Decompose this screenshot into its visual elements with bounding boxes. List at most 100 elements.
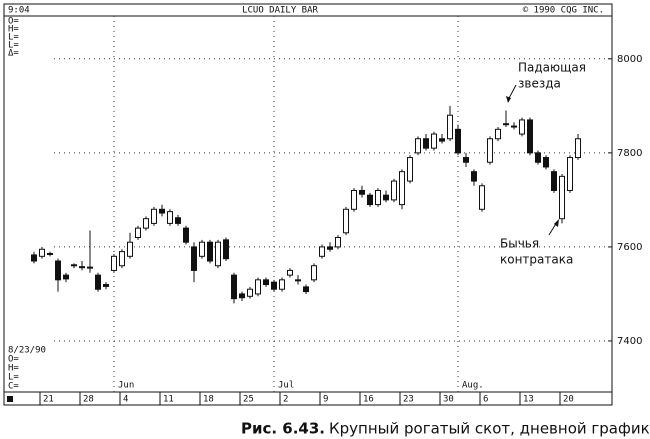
candle-body [351, 189, 357, 210]
candle-body [167, 211, 173, 224]
candle-body [151, 208, 157, 224]
candle-body [335, 237, 341, 248]
candle-body [455, 128, 461, 154]
candle-body [311, 265, 317, 281]
month-label: Jul [278, 381, 294, 391]
x-tick-label: 20 [563, 395, 574, 405]
x-tick-label: 23 [403, 395, 414, 405]
candle-body [143, 218, 149, 229]
candle-body [111, 255, 117, 271]
candle-body [159, 208, 165, 214]
candle-body [135, 227, 141, 239]
candle-body [39, 248, 45, 257]
candle-body [399, 171, 405, 206]
candle-body [287, 269, 293, 276]
annotation: контратака [500, 253, 573, 267]
candle-body [503, 123, 509, 126]
y-tick-label: 7600 [617, 242, 642, 253]
candle-body [175, 217, 181, 224]
annotation: Бычья [500, 237, 539, 251]
candle-body [375, 189, 381, 206]
candle-body [271, 281, 277, 290]
candle-body [199, 241, 205, 257]
candle-body [535, 152, 541, 163]
candle-body [223, 239, 229, 260]
candle-body [183, 227, 189, 243]
candle-body [31, 254, 37, 262]
x-tick-label: 25 [243, 395, 254, 405]
time: 9:04 [8, 6, 30, 16]
candle-body [495, 128, 501, 140]
x-tick-label: 13 [523, 395, 534, 405]
candle-body [415, 138, 421, 154]
arrowhead [554, 219, 559, 227]
candle-body [511, 125, 517, 128]
caption: Крупный рогатый скот, дневной график, 19… [329, 420, 650, 438]
candle-body [119, 251, 125, 267]
candle-body [327, 246, 333, 250]
info-label: L= [8, 41, 19, 51]
chart-title: LCUO DAILY BAR [242, 6, 318, 16]
caption-label: Рис. 6.43. [241, 420, 325, 438]
x-tick-label: 28 [83, 395, 94, 405]
info-label: C= [8, 382, 19, 392]
candle-body [567, 157, 573, 191]
candle-body [95, 274, 101, 290]
candle-body [575, 138, 581, 159]
x-tick-label: 4 [123, 395, 128, 405]
x-tick-label: 6 [483, 395, 488, 405]
y-tick-label: 7800 [617, 148, 642, 159]
info-label: H= [8, 25, 19, 35]
y-tick-label: 7400 [617, 336, 642, 347]
candle-body [479, 185, 485, 210]
candle-body [367, 194, 373, 206]
candle-body [343, 208, 349, 234]
candle-body [559, 175, 565, 220]
candle-body [79, 266, 85, 269]
candle-body [255, 279, 261, 295]
annotation: Падающая [518, 61, 586, 75]
arrowhead [506, 96, 511, 103]
month-label: Jun [118, 381, 134, 391]
candle-body [87, 266, 93, 269]
candle-body [279, 279, 285, 290]
candle-body [519, 119, 525, 135]
x-tick-label: 16 [363, 395, 374, 405]
candle-body [439, 138, 445, 142]
info-label: 8/23/90 [8, 346, 46, 356]
candle-body [319, 246, 325, 257]
x-tick-label: 9 [323, 395, 328, 405]
frame [3, 3, 613, 406]
candle-body [47, 252, 53, 255]
candle-body [423, 138, 429, 149]
candle-body [127, 241, 133, 257]
candle-body [463, 157, 469, 163]
x-tick-label: 30 [443, 395, 454, 405]
x-tick-label: 11 [163, 395, 174, 405]
info-label: L= [8, 373, 19, 383]
month-label: Aug. [462, 381, 484, 391]
candle-body [391, 180, 397, 201]
candle-body [303, 286, 309, 293]
candle-body [543, 157, 549, 168]
candle-body [447, 114, 453, 140]
candle-body [263, 279, 269, 286]
info-label: L= [8, 33, 19, 43]
candle-body [407, 157, 413, 182]
candle-body [103, 284, 109, 287]
candle-body [231, 274, 237, 300]
x-tick-label: 2 [283, 395, 288, 405]
x-tick-label: 18 [203, 395, 214, 405]
copyright: © 1990 CQG INC. [523, 6, 604, 16]
candle-body [383, 194, 389, 201]
info-label: H= [8, 364, 19, 374]
info-label: O= [8, 355, 19, 365]
candle-body [207, 241, 213, 262]
candle-body [191, 246, 197, 271]
marker [7, 396, 13, 402]
candle-body [487, 138, 493, 163]
candle-body [239, 293, 245, 299]
y-tick-label: 8000 [617, 54, 642, 65]
candle-body [471, 171, 477, 182]
